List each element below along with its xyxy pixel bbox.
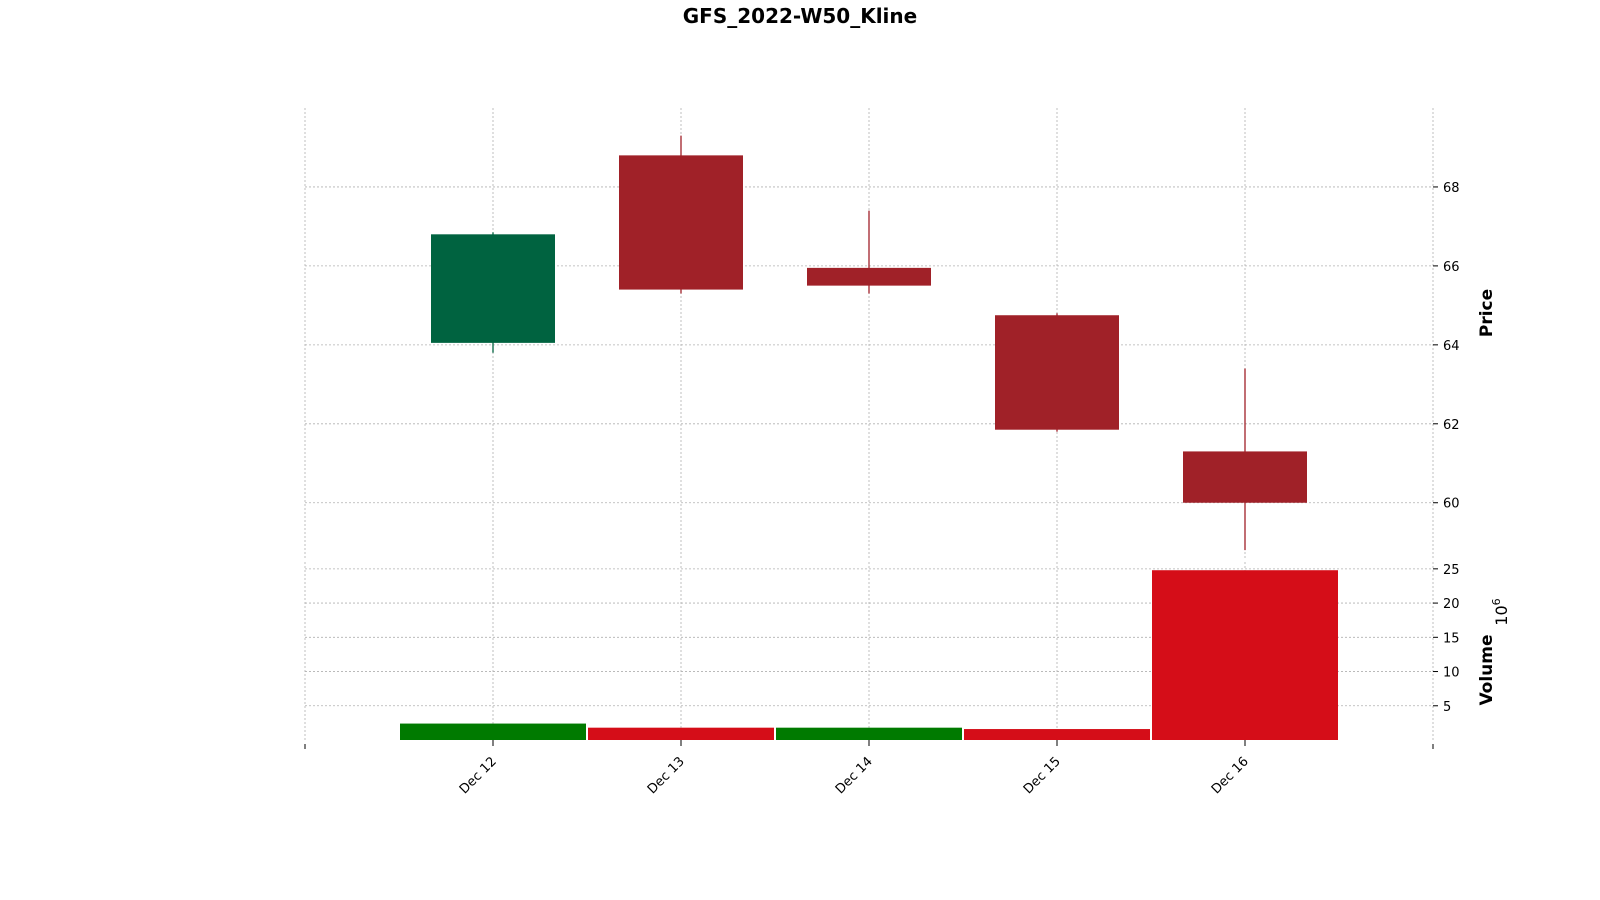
volume-multiplier-base: 10 — [1492, 605, 1511, 625]
candle-body — [807, 267, 931, 286]
volume-axis-label: Volume — [1477, 634, 1497, 705]
price-tick-label: 64 — [1443, 339, 1460, 354]
volume-bar — [400, 723, 586, 740]
volume-tick-label: 20 — [1443, 597, 1460, 612]
x-tick-label: Dec 12 — [457, 754, 500, 797]
candle-body — [431, 234, 555, 343]
x-axis: Dec 12 Dec 13 Dec 14 Dec 15 Dec 16 — [304, 740, 1434, 797]
volume-bar — [776, 727, 962, 740]
candle-body — [995, 315, 1119, 430]
price-axis-ticks: 60 62 64 66 68 — [1433, 181, 1460, 512]
candle-body — [1183, 451, 1307, 503]
volume-tick-label: 25 — [1443, 563, 1460, 578]
volume-tick-label: 15 — [1443, 631, 1460, 646]
volume-bar — [1152, 570, 1338, 740]
volume-multiplier: 106 — [1490, 598, 1511, 625]
volume-bars — [400, 570, 1338, 740]
chart-title: GFS_2022-W50_Kline — [682, 4, 918, 28]
x-tick-label: Dec 16 — [1209, 754, 1252, 797]
price-tick-label: 68 — [1443, 181, 1460, 196]
price-tick-label: 60 — [1443, 497, 1460, 512]
price-axis-label: Price — [1477, 289, 1497, 337]
volume-multiplier-exponent: 6 — [1490, 598, 1503, 605]
x-tick-label: Dec 13 — [645, 754, 688, 797]
volume-bar — [588, 727, 774, 740]
x-tick-label: Dec 14 — [833, 754, 876, 797]
candles — [431, 135, 1307, 551]
price-tick-label: 62 — [1443, 418, 1460, 433]
volume-axis-ticks: 5 10 15 20 25 — [1433, 563, 1460, 715]
volume-tick-label: 5 — [1443, 700, 1451, 715]
x-tick-label: Dec 15 — [1021, 754, 1064, 797]
price-tick-label: 66 — [1443, 260, 1460, 275]
candle-body — [619, 155, 743, 290]
price-panel: 60 62 64 66 68 Price — [304, 108, 1497, 558]
volume-tick-label: 10 — [1443, 666, 1460, 681]
volume-bar — [964, 729, 1150, 740]
